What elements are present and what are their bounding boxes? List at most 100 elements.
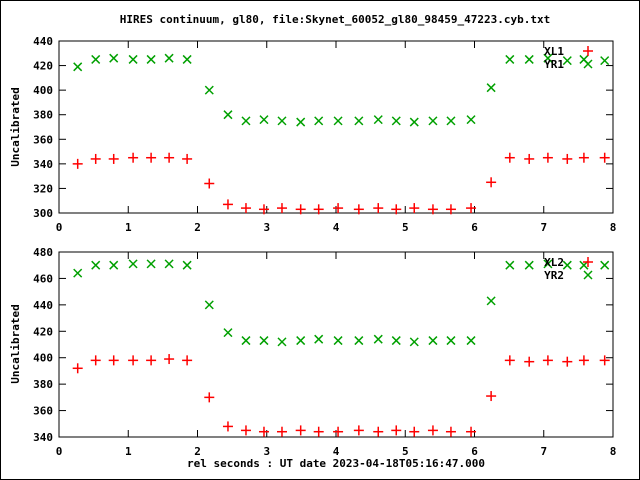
marker-stroke (204, 85, 214, 95)
marker-stroke (204, 300, 214, 310)
xl2-data-point (164, 354, 175, 365)
yr1-data-point (428, 116, 438, 126)
marker-stroke (354, 336, 364, 346)
x-tick-label: 4 (333, 221, 340, 234)
marker-stroke (524, 54, 534, 64)
y-tick-label: 440 (33, 35, 53, 48)
yr2-data-point (91, 260, 101, 270)
marker-stroke (562, 260, 572, 270)
y-tick-label: 400 (33, 352, 53, 365)
x-tick-label: 6 (471, 221, 478, 234)
marker-stroke (164, 259, 174, 269)
xl1-data-point (333, 203, 344, 214)
marker-stroke (91, 260, 101, 270)
yr1-data-point (486, 83, 496, 93)
marker-stroke (505, 54, 515, 64)
xl2-data-point (427, 425, 438, 436)
yr2-data-point (428, 336, 438, 346)
x-tick-label: 7 (540, 221, 547, 234)
xl2-data-point (204, 392, 215, 403)
yr1-data-point (146, 54, 156, 64)
legend-label-xl1: XL1 (544, 45, 564, 58)
yr1-data-point (333, 116, 343, 126)
marker-stroke (486, 296, 496, 306)
y-tick-label: 360 (33, 133, 53, 146)
yr1-data-point (128, 54, 138, 64)
yr1-data-point (164, 53, 174, 63)
yr2-data-point (543, 259, 553, 269)
yr2-data-point (164, 259, 174, 269)
xl2-data-point (466, 426, 477, 437)
yr1-data-point (466, 115, 476, 125)
x-tick-label: 4 (333, 445, 340, 458)
x-tick-label: 8 (610, 445, 617, 458)
yr2-data-point (524, 260, 534, 270)
marker-stroke (91, 54, 101, 64)
xl1-data-point (295, 204, 306, 215)
xl1-data-point (258, 204, 269, 215)
marker-stroke (466, 115, 476, 125)
marker-stroke (446, 116, 456, 126)
yr1-data-point (505, 54, 515, 64)
marker-stroke (296, 336, 306, 346)
marker-stroke (446, 336, 456, 346)
xl2-data-point (295, 425, 306, 436)
y-tick-label: 380 (33, 109, 53, 122)
marker-stroke (428, 116, 438, 126)
marker-stroke (600, 260, 610, 270)
yr1-data-point (524, 54, 534, 64)
xl1-data-point (353, 204, 364, 215)
xl2-data-point (128, 355, 139, 366)
xl1-data-point (222, 199, 233, 210)
yr2-data-point (505, 260, 515, 270)
yr2-data-point (446, 336, 456, 346)
legend-marker-xl1 (583, 46, 593, 56)
xl2-data-point (146, 355, 157, 366)
yr2-data-point (204, 300, 214, 310)
x-tick-label: 5 (402, 221, 409, 234)
yr2-data-point (146, 259, 156, 269)
xl1-data-point (445, 204, 456, 215)
xl1-data-point (182, 153, 193, 164)
xl2-data-point (72, 363, 83, 374)
marker-stroke (486, 83, 496, 93)
xl2-data-point (562, 356, 573, 367)
y-tick-label: 320 (33, 182, 53, 195)
yr1-data-point (223, 110, 233, 120)
x-tick-label: 3 (263, 445, 270, 458)
x-tick-label: 2 (194, 445, 201, 458)
marker-stroke (259, 336, 269, 346)
y-tick-label: 360 (33, 405, 53, 418)
marker-stroke (391, 336, 401, 346)
yr1-data-point (259, 115, 269, 125)
marker-stroke (109, 53, 119, 63)
yr2-data-point (73, 268, 83, 278)
yr1-data-point (373, 115, 383, 125)
xl1-data-point (72, 158, 83, 169)
yr1-data-point (543, 53, 553, 63)
xl1-data-point (578, 152, 589, 163)
marker-stroke (223, 328, 233, 338)
marker-stroke (373, 334, 383, 344)
y-tick-label: 480 (33, 246, 53, 259)
marker-stroke (128, 54, 138, 64)
x-tick-label: 8 (610, 221, 617, 234)
xl2-data-point (445, 426, 456, 437)
marker-stroke (600, 56, 610, 66)
x-tick-label: 2 (194, 221, 201, 234)
xl1-data-point (164, 152, 175, 163)
yr1-data-point (241, 116, 251, 126)
marker-stroke (73, 268, 83, 278)
xl1-data-point (128, 152, 139, 163)
xl2-data-point (258, 426, 269, 437)
xl1-data-point (313, 204, 324, 215)
xl1-data-point (391, 204, 402, 215)
xl2-data-point (240, 425, 251, 436)
yr1-data-point (296, 117, 306, 127)
y-tick-label: 340 (33, 158, 53, 171)
legend-marker-yr1 (583, 59, 593, 69)
xl2-data-point (182, 355, 193, 366)
chart-title: HIRES continuum, gl80, file:Skynet_60052… (120, 13, 550, 26)
